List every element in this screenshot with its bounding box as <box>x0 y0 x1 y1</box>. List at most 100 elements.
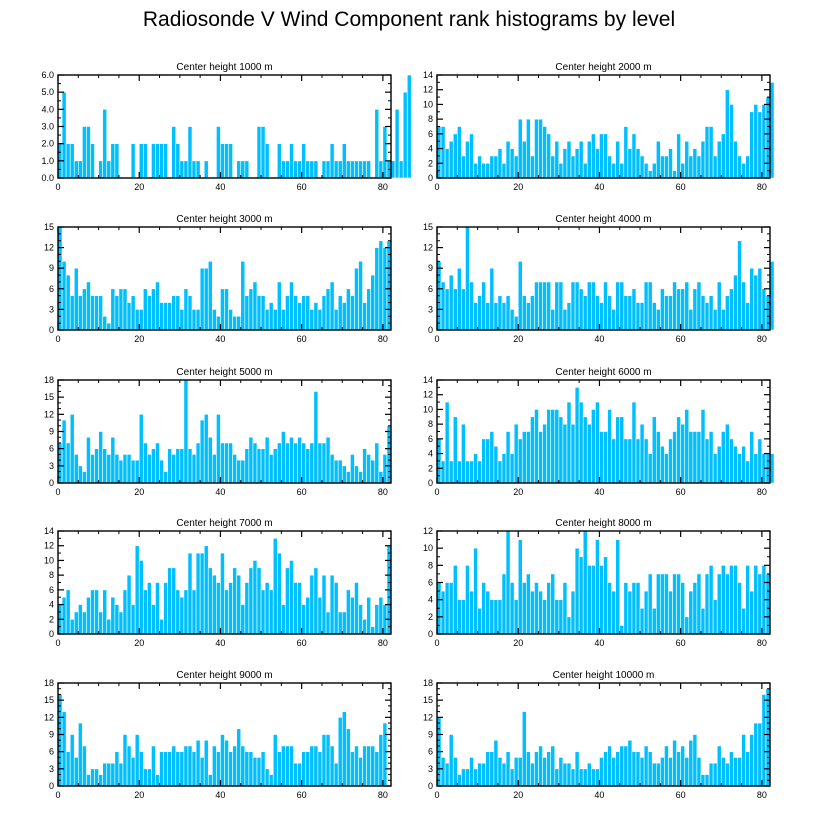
bar <box>179 160 185 179</box>
bar <box>481 162 487 179</box>
bar <box>619 416 625 484</box>
bar <box>461 288 466 331</box>
bar <box>65 274 71 331</box>
bar <box>126 574 132 635</box>
bar <box>183 288 189 331</box>
bar <box>534 409 539 484</box>
bar <box>268 302 274 331</box>
bar <box>611 757 616 787</box>
bar <box>692 582 698 635</box>
bar <box>566 616 572 635</box>
bar <box>615 416 621 484</box>
bar <box>228 309 233 331</box>
bar <box>501 573 507 635</box>
x-tick-label: 40 <box>594 334 604 344</box>
y-tick-label: 2.0 <box>41 139 54 149</box>
bar <box>554 599 560 635</box>
bar <box>86 596 91 635</box>
bar <box>465 140 470 179</box>
bar <box>444 762 450 787</box>
bar <box>138 143 144 179</box>
bar <box>704 126 710 179</box>
bar <box>142 442 148 484</box>
bar <box>65 143 71 179</box>
bar <box>493 739 499 787</box>
bar <box>341 711 347 787</box>
y-tick-label: 8 <box>428 114 433 124</box>
bar <box>130 757 136 787</box>
bar <box>485 438 491 484</box>
bar <box>281 431 286 484</box>
bar <box>366 454 371 484</box>
panel-title: Center height 10000 m <box>553 670 655 681</box>
bar <box>276 442 282 484</box>
x-tick-label: 0 <box>55 638 60 648</box>
bar <box>716 140 722 179</box>
bar <box>134 309 140 331</box>
bar <box>362 448 367 484</box>
bar <box>212 574 217 635</box>
bar <box>159 618 164 635</box>
bar <box>94 448 99 484</box>
y-tick-label: 3 <box>49 304 54 314</box>
bar <box>725 423 730 484</box>
bar <box>647 453 653 484</box>
bar <box>207 567 213 635</box>
bar <box>228 143 233 179</box>
y-tick-label: 6 <box>49 284 54 294</box>
bar <box>313 745 319 787</box>
bar <box>635 582 641 635</box>
bar <box>737 757 742 787</box>
bar <box>647 281 653 331</box>
bar <box>216 315 221 331</box>
bar <box>627 590 633 635</box>
y-tick-label: 4 <box>428 144 433 154</box>
bar <box>566 762 572 787</box>
bar <box>171 454 177 484</box>
bar <box>680 162 686 179</box>
bar <box>501 762 507 787</box>
bar <box>370 274 376 331</box>
bar <box>611 438 616 484</box>
bar <box>272 448 278 484</box>
panel-7: Center height 7000 m 0 20 40 60 80 0 2 4 6 8 10 12 14 <box>44 518 392 648</box>
bar <box>586 423 592 484</box>
bar <box>354 745 359 787</box>
bar <box>289 436 294 484</box>
bar <box>69 734 75 787</box>
bar <box>651 302 657 331</box>
bar <box>90 589 95 635</box>
bar <box>716 281 722 331</box>
bar <box>668 148 673 179</box>
bar <box>469 757 474 787</box>
bar <box>321 734 327 787</box>
bar <box>635 302 641 331</box>
y-tick-label: 12 <box>423 712 433 722</box>
bar <box>358 160 363 179</box>
y-tick-label: 10 <box>423 99 433 109</box>
bar <box>534 582 539 635</box>
y-tick-label: 2 <box>428 612 433 622</box>
bar <box>272 734 278 787</box>
bar <box>745 751 750 787</box>
bar <box>163 582 168 635</box>
bar <box>582 416 588 484</box>
bar <box>725 762 730 787</box>
bar <box>293 160 298 179</box>
y-tick-label: 3.0 <box>41 122 54 132</box>
bar <box>647 573 653 635</box>
y-tick-label: 18 <box>423 678 433 688</box>
bar <box>151 288 156 331</box>
bar <box>757 267 763 331</box>
bar <box>497 460 503 484</box>
bar <box>497 599 503 635</box>
bar <box>542 126 547 179</box>
bar <box>240 459 246 484</box>
bar <box>90 768 95 787</box>
bar <box>155 281 160 331</box>
bar <box>329 574 335 635</box>
x-tick-label: 20 <box>134 334 144 344</box>
bar <box>469 133 474 179</box>
bar <box>106 618 112 635</box>
bar <box>73 267 79 331</box>
